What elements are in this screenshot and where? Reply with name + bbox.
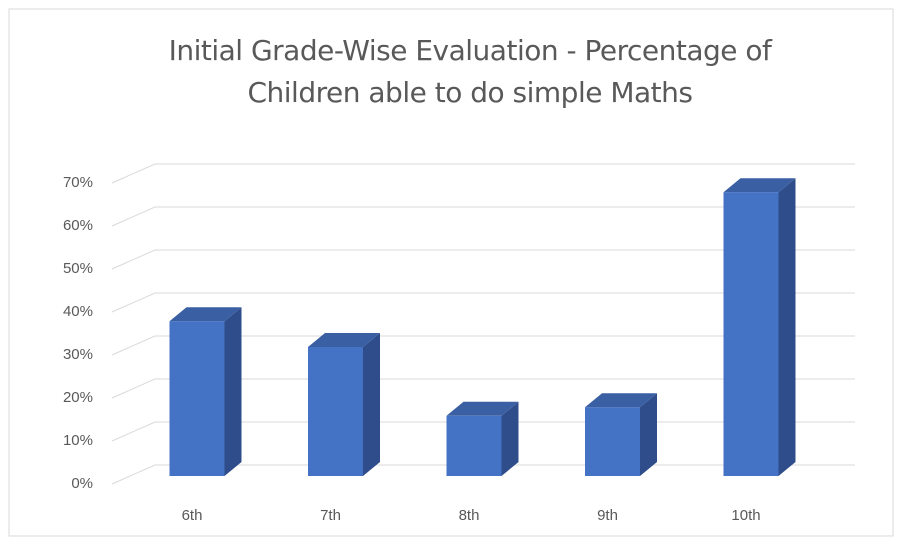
y-tick-label: 10% (63, 432, 93, 449)
bar-top (723, 178, 796, 193)
x-tick-label: 9th (597, 507, 618, 524)
y-tick-label: 40% (63, 303, 93, 320)
bar-top (169, 307, 242, 322)
grid-line (111, 292, 855, 313)
bar-top (585, 393, 657, 408)
bar-side (224, 307, 242, 476)
x-tick-label: 10th (731, 507, 760, 524)
bar-side (778, 178, 796, 476)
grid-line (111, 206, 855, 227)
chart-title: Initial Grade-Wise Evaluation - Percenta… (168, 34, 772, 109)
x-tick-label: 6th (182, 507, 203, 524)
y-tick-label: 20% (63, 389, 93, 406)
bar-top (308, 333, 380, 347)
y-tick-label: 70% (63, 174, 93, 191)
grid-line (111, 335, 855, 356)
grid-line (111, 249, 855, 270)
bar-side (363, 333, 380, 476)
bar (585, 407, 640, 476)
grid-line (111, 378, 855, 399)
chart-border (8, 8, 894, 537)
y-tick-label: 0% (71, 475, 93, 492)
y-tick-label: 50% (63, 260, 93, 277)
bar-side (640, 393, 657, 476)
bar (169, 321, 225, 476)
bar (723, 192, 779, 476)
bar (446, 415, 502, 476)
y-tick-label: 30% (63, 346, 93, 363)
x-tick-label: 8th (459, 507, 480, 524)
bar (308, 347, 363, 476)
y-tick-label: 60% (63, 217, 93, 234)
x-tick-label: 7th (320, 507, 341, 524)
grid-line (111, 163, 855, 184)
bar-top (446, 401, 519, 416)
bar-side (501, 401, 519, 476)
